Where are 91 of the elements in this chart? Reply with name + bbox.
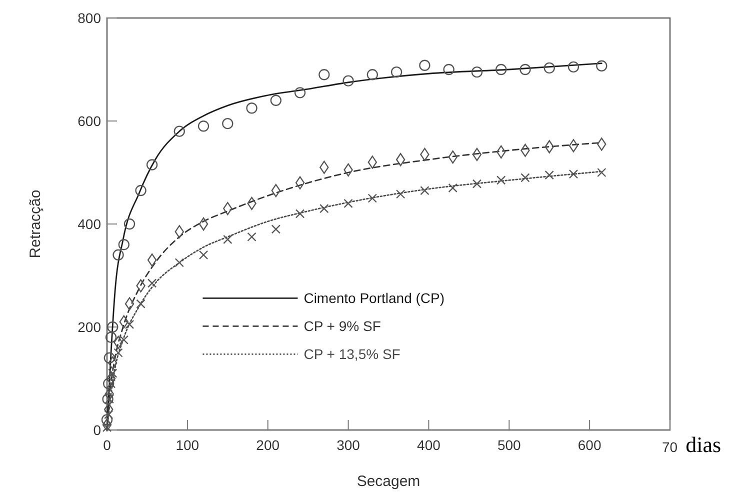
point (544, 170, 554, 180)
point (419, 60, 430, 71)
point (448, 183, 458, 193)
point (102, 394, 114, 405)
point (320, 204, 329, 214)
point (520, 144, 530, 157)
text: 70 dias (662, 432, 722, 457)
point (135, 184, 146, 196)
y-tick-label: 0 (93, 422, 102, 438)
point (101, 414, 113, 426)
point (174, 258, 184, 268)
point (568, 139, 578, 152)
point (174, 126, 185, 137)
x-tick-label: 0 (103, 437, 112, 453)
point (368, 156, 378, 169)
point (223, 234, 232, 244)
point (295, 176, 305, 190)
point (146, 159, 158, 170)
point (344, 198, 353, 208)
point (247, 232, 256, 242)
point (271, 224, 280, 234)
point (112, 249, 124, 260)
point (247, 196, 256, 210)
y-tick-label: 600 (78, 113, 102, 129)
point (105, 332, 117, 343)
point (396, 153, 406, 166)
y-axis-title: Retracção (27, 190, 44, 258)
point (496, 145, 506, 158)
point (443, 64, 454, 76)
point (102, 422, 112, 432)
point (420, 186, 430, 196)
point (471, 66, 483, 78)
point (544, 62, 555, 74)
point (198, 120, 210, 132)
x-tick-label: 200 (256, 437, 280, 453)
x-tick-label: 400 (417, 437, 441, 453)
point (342, 75, 354, 86)
point (124, 320, 134, 330)
point (496, 64, 507, 76)
point (597, 168, 606, 178)
point (104, 402, 114, 416)
point (472, 179, 482, 188)
x-tick-label: 500 (497, 437, 522, 453)
point (198, 217, 208, 231)
point (136, 299, 146, 308)
y-tick-label: 200 (78, 319, 102, 335)
point (320, 160, 329, 174)
point (147, 253, 157, 267)
x-tick-label: 600 (578, 437, 602, 453)
point (520, 173, 530, 182)
point (294, 87, 306, 98)
point (496, 176, 506, 185)
point (597, 138, 606, 151)
point (198, 250, 208, 260)
point (118, 239, 130, 250)
point (124, 297, 134, 310)
point (136, 279, 146, 292)
point (544, 140, 554, 154)
point (103, 378, 114, 390)
point (295, 209, 305, 218)
point (147, 278, 157, 288)
text: CP + 9% SF (304, 318, 381, 334)
point (520, 64, 531, 76)
point (108, 368, 118, 378)
x-axis-title: Secagem (356, 473, 420, 490)
point (246, 102, 258, 114)
point (119, 315, 128, 328)
point (596, 60, 608, 72)
point (119, 335, 128, 344)
point (390, 66, 402, 78)
x-tick-label: 100 (176, 437, 200, 453)
point (270, 94, 282, 106)
point (106, 372, 116, 386)
y-tick-label: 400 (78, 216, 102, 232)
point (174, 225, 184, 238)
point (396, 190, 406, 199)
point (318, 69, 330, 80)
y-tick-label: 800 (78, 10, 102, 26)
x-tick-label: 300 (336, 437, 360, 453)
text: CP + 13,5% SF (304, 346, 400, 362)
point (114, 348, 123, 358)
point (222, 118, 234, 130)
text: Cimento Portland (CP) (304, 290, 445, 306)
point (368, 194, 378, 203)
point (124, 218, 136, 230)
point (104, 352, 116, 364)
point (568, 169, 578, 179)
point (107, 321, 118, 333)
point (366, 69, 378, 80)
point (472, 148, 482, 162)
point (568, 61, 580, 73)
